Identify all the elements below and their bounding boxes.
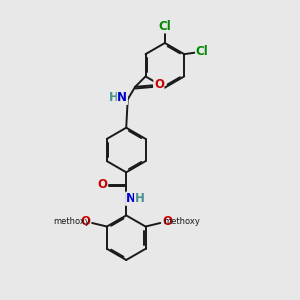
Text: O: O [154,78,164,91]
Text: N: N [126,192,136,205]
Text: Cl: Cl [196,45,208,58]
Text: methoxy: methoxy [53,217,90,226]
Text: O: O [162,215,172,228]
Text: O: O [80,215,91,228]
Text: methoxy: methoxy [163,217,200,226]
Text: H: H [109,91,118,104]
Text: N: N [117,91,128,104]
Text: O: O [98,178,107,191]
Text: H: H [135,192,145,205]
Text: Cl: Cl [158,20,171,33]
